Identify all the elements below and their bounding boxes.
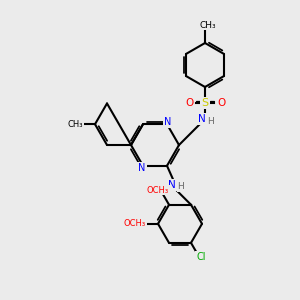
Text: S: S <box>201 98 208 108</box>
Text: H: H <box>178 182 184 191</box>
Text: Cl: Cl <box>196 252 206 262</box>
Text: N: N <box>138 163 146 173</box>
Text: N: N <box>164 117 172 127</box>
Text: N: N <box>198 114 206 124</box>
Text: OCH₃: OCH₃ <box>147 185 169 194</box>
Text: H: H <box>208 116 214 125</box>
Text: CH₃: CH₃ <box>67 120 83 129</box>
Text: N: N <box>168 180 176 190</box>
Text: CH₃: CH₃ <box>200 20 216 29</box>
Text: O: O <box>185 98 193 108</box>
Text: O: O <box>217 98 225 108</box>
Text: OCH₃: OCH₃ <box>124 219 146 228</box>
